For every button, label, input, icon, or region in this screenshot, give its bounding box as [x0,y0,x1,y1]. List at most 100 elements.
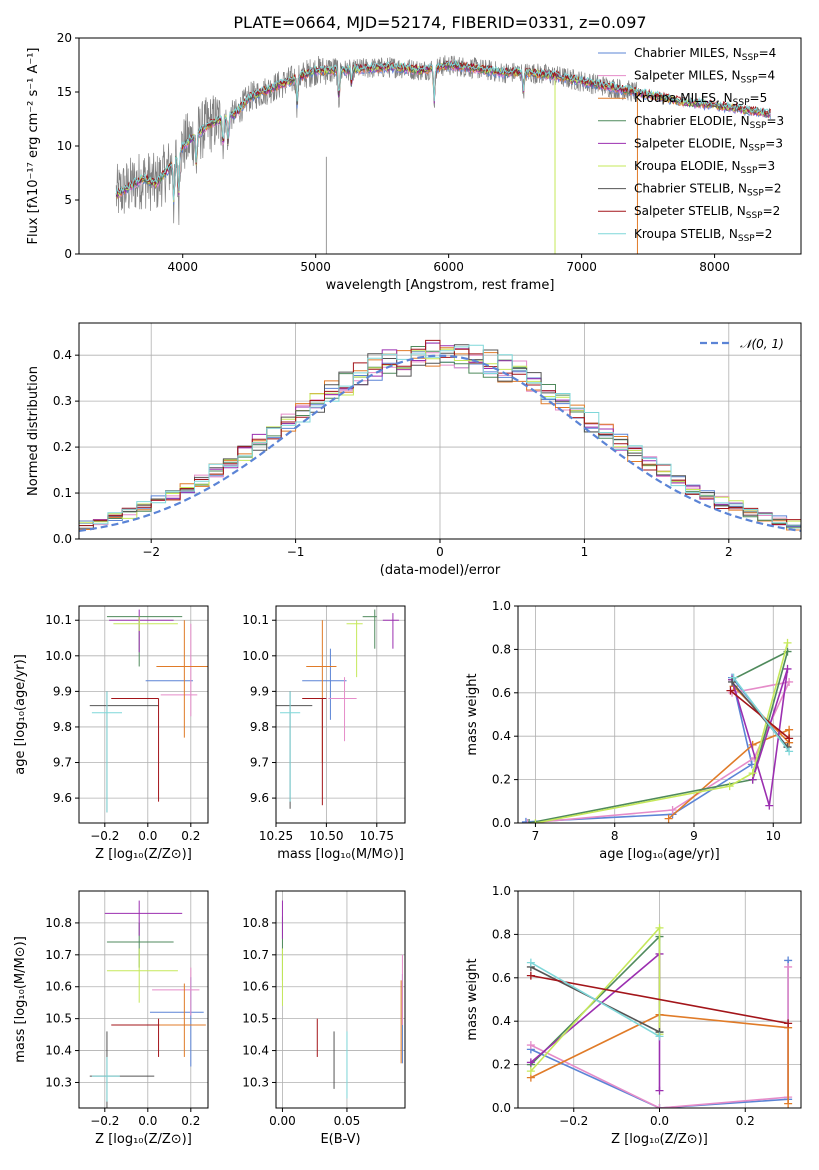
y-axis-label: Flux [fλ10⁻¹⁷ erg cm⁻² s⁻¹ A⁻¹] [26,48,41,245]
y-tick-label: 10.0 [45,649,72,663]
mass-weight-marker [526,971,535,980]
mass-weight-marker [726,686,735,695]
mass-weight-marker [525,819,534,823]
mass-weight-series [535,642,789,823]
x-tick-label: −0.2 [559,1114,588,1128]
mass-weight-marker [655,1086,664,1095]
y-tick-label: 10.1 [242,613,269,627]
x-tick-label: 8000 [699,260,730,274]
mass-weight-marker [748,769,757,778]
mass-weight-marker [655,923,664,932]
mass-weight-marker [523,819,532,823]
y-tick-label: 9.9 [250,684,269,698]
axes-frame [78,322,802,540]
y-tick-label: 0.4 [492,1014,511,1028]
y-tick-label: 10.4 [242,1044,269,1058]
y-tick-label: 0.4 [53,348,72,362]
y-tick-label: 0.3 [53,394,72,408]
mass-weight-marker [785,725,794,734]
legend-entry: Chabrier STELIB, NSSP=2 [634,182,782,199]
mass-weight-marker [725,782,734,791]
y-tick-label: 10 [57,139,72,153]
plot-area [526,923,793,1108]
x-tick-label: 7 [532,829,540,843]
mass-weight-marker [526,1067,535,1076]
y-tick-label: 10.4 [45,1044,72,1058]
y-tick-label: 1.0 [492,884,511,898]
mass-weight-marker [783,664,792,673]
y-axis-label: Normed distribution [26,366,41,496]
x-tick-label: 0.2 [736,1114,755,1128]
axes-frame [275,605,406,824]
x-tick-label: 0.0 [138,829,157,843]
axes-frame [78,890,209,1109]
y-tick-label: 20 [57,31,72,45]
x-tick-label: 5000 [300,260,331,274]
mass-weight-marker [784,1019,793,1028]
y-tick-label: 10.8 [45,916,72,930]
y-tick-label: 0.2 [492,1058,511,1072]
model-spectrum [115,59,771,201]
y-tick-label: 0 [64,247,72,261]
y-tick-label: 10.7 [242,948,269,962]
y-tick-label: 1.0 [492,599,511,613]
x-axis-label: Z [log₁₀(Z/Z⊙)] [95,1132,192,1147]
panel-mass-vs-Z: −0.2 0.0 0.2 10.3 10.4 10.5 10.6 10.7 10.8 Z [log… [13,890,209,1147]
legend-entry: Kroupa STELIB, NSSP=2 [634,227,772,244]
y-tick-label: 10.3 [45,1075,72,1089]
figure-title: PLATE=0664, MJD=52174, FIBERID=0331, z=0… [233,13,646,32]
x-tick-label: −0.2 [90,829,119,843]
y-tick-label: 0.4 [492,729,511,743]
mass-weight-marker [784,1099,793,1108]
panel-age-vs-mass: 10.25 10.50 10.75 9.6 9.7 9.8 9.9 10.0 10.1 mass … [242,605,406,862]
plot-area [281,900,403,1099]
residual-histogram-series [79,339,801,527]
x-tick-label: 0 [436,545,444,559]
legend-entry: Chabrier MILES, NSSP=4 [634,46,776,63]
normal-reference-curve [79,354,801,532]
x-tick-label: 0.0 [138,1114,157,1128]
y-tick-label: 9.7 [250,756,269,770]
mass-weight-marker [765,801,774,810]
y-tick-label: 9.8 [250,720,269,734]
y-tick-label: 10.6 [45,980,72,994]
x-tick-label: 4000 [167,260,198,274]
x-tick-label: 0.00 [269,1114,296,1128]
y-tick-label: 0.8 [492,642,511,656]
residual-histogram-series [79,344,801,526]
legend-entry: 𝒩(0, 1) [740,337,784,351]
x-tick-label: 10 [766,829,781,843]
y-tick-label: 10.6 [242,980,269,994]
y-tick-label: 15 [57,85,72,99]
y-axis-label: age [log₁₀(age/yr)] [13,654,28,775]
mass-weight-series [729,689,790,740]
panel-mass-weight-vs-Z: −0.2 0.0 0.2 0.0 0.2 0.4 0.6 0.8 1.0 Z [log₁₀(Z/Z… [465,884,802,1147]
mass-weight-marker [526,958,535,967]
mass-weight-series [530,974,789,1025]
y-tick-label: 10.3 [242,1075,269,1089]
x-axis-label: (data-model)/error [380,563,501,578]
axes-frame [78,37,802,255]
y-tick-label: 10.8 [242,916,269,930]
x-axis-label: E(B-V) [320,1132,360,1147]
axes-frame [517,605,802,824]
plot-area [79,339,801,532]
plot-area [89,609,208,813]
y-axis-label: mass weight [465,958,480,1040]
mass-weight-series [530,961,660,1038]
mass-weight-marker [664,814,673,823]
x-tick-label: 0.05 [334,1114,361,1128]
x-tick-label: −0.2 [90,1114,119,1128]
x-tick-label: 2 [725,545,733,559]
x-tick-label: 0.2 [181,1114,200,1128]
mass-weight-marker [728,677,737,686]
plot-area [89,900,206,1108]
x-axis-label: age [log₁₀(age/yr)] [599,847,720,862]
plot-area [521,638,794,823]
legend: Chabrier MILES, NSSP=4 Salpeter MILES, NS… [598,46,784,244]
model-spectrum [115,60,771,197]
x-axis-label: wavelength [Angstrom, rest frame] [326,278,555,293]
y-tick-label: 0.2 [53,440,72,454]
y-tick-label: 0.2 [492,773,511,787]
